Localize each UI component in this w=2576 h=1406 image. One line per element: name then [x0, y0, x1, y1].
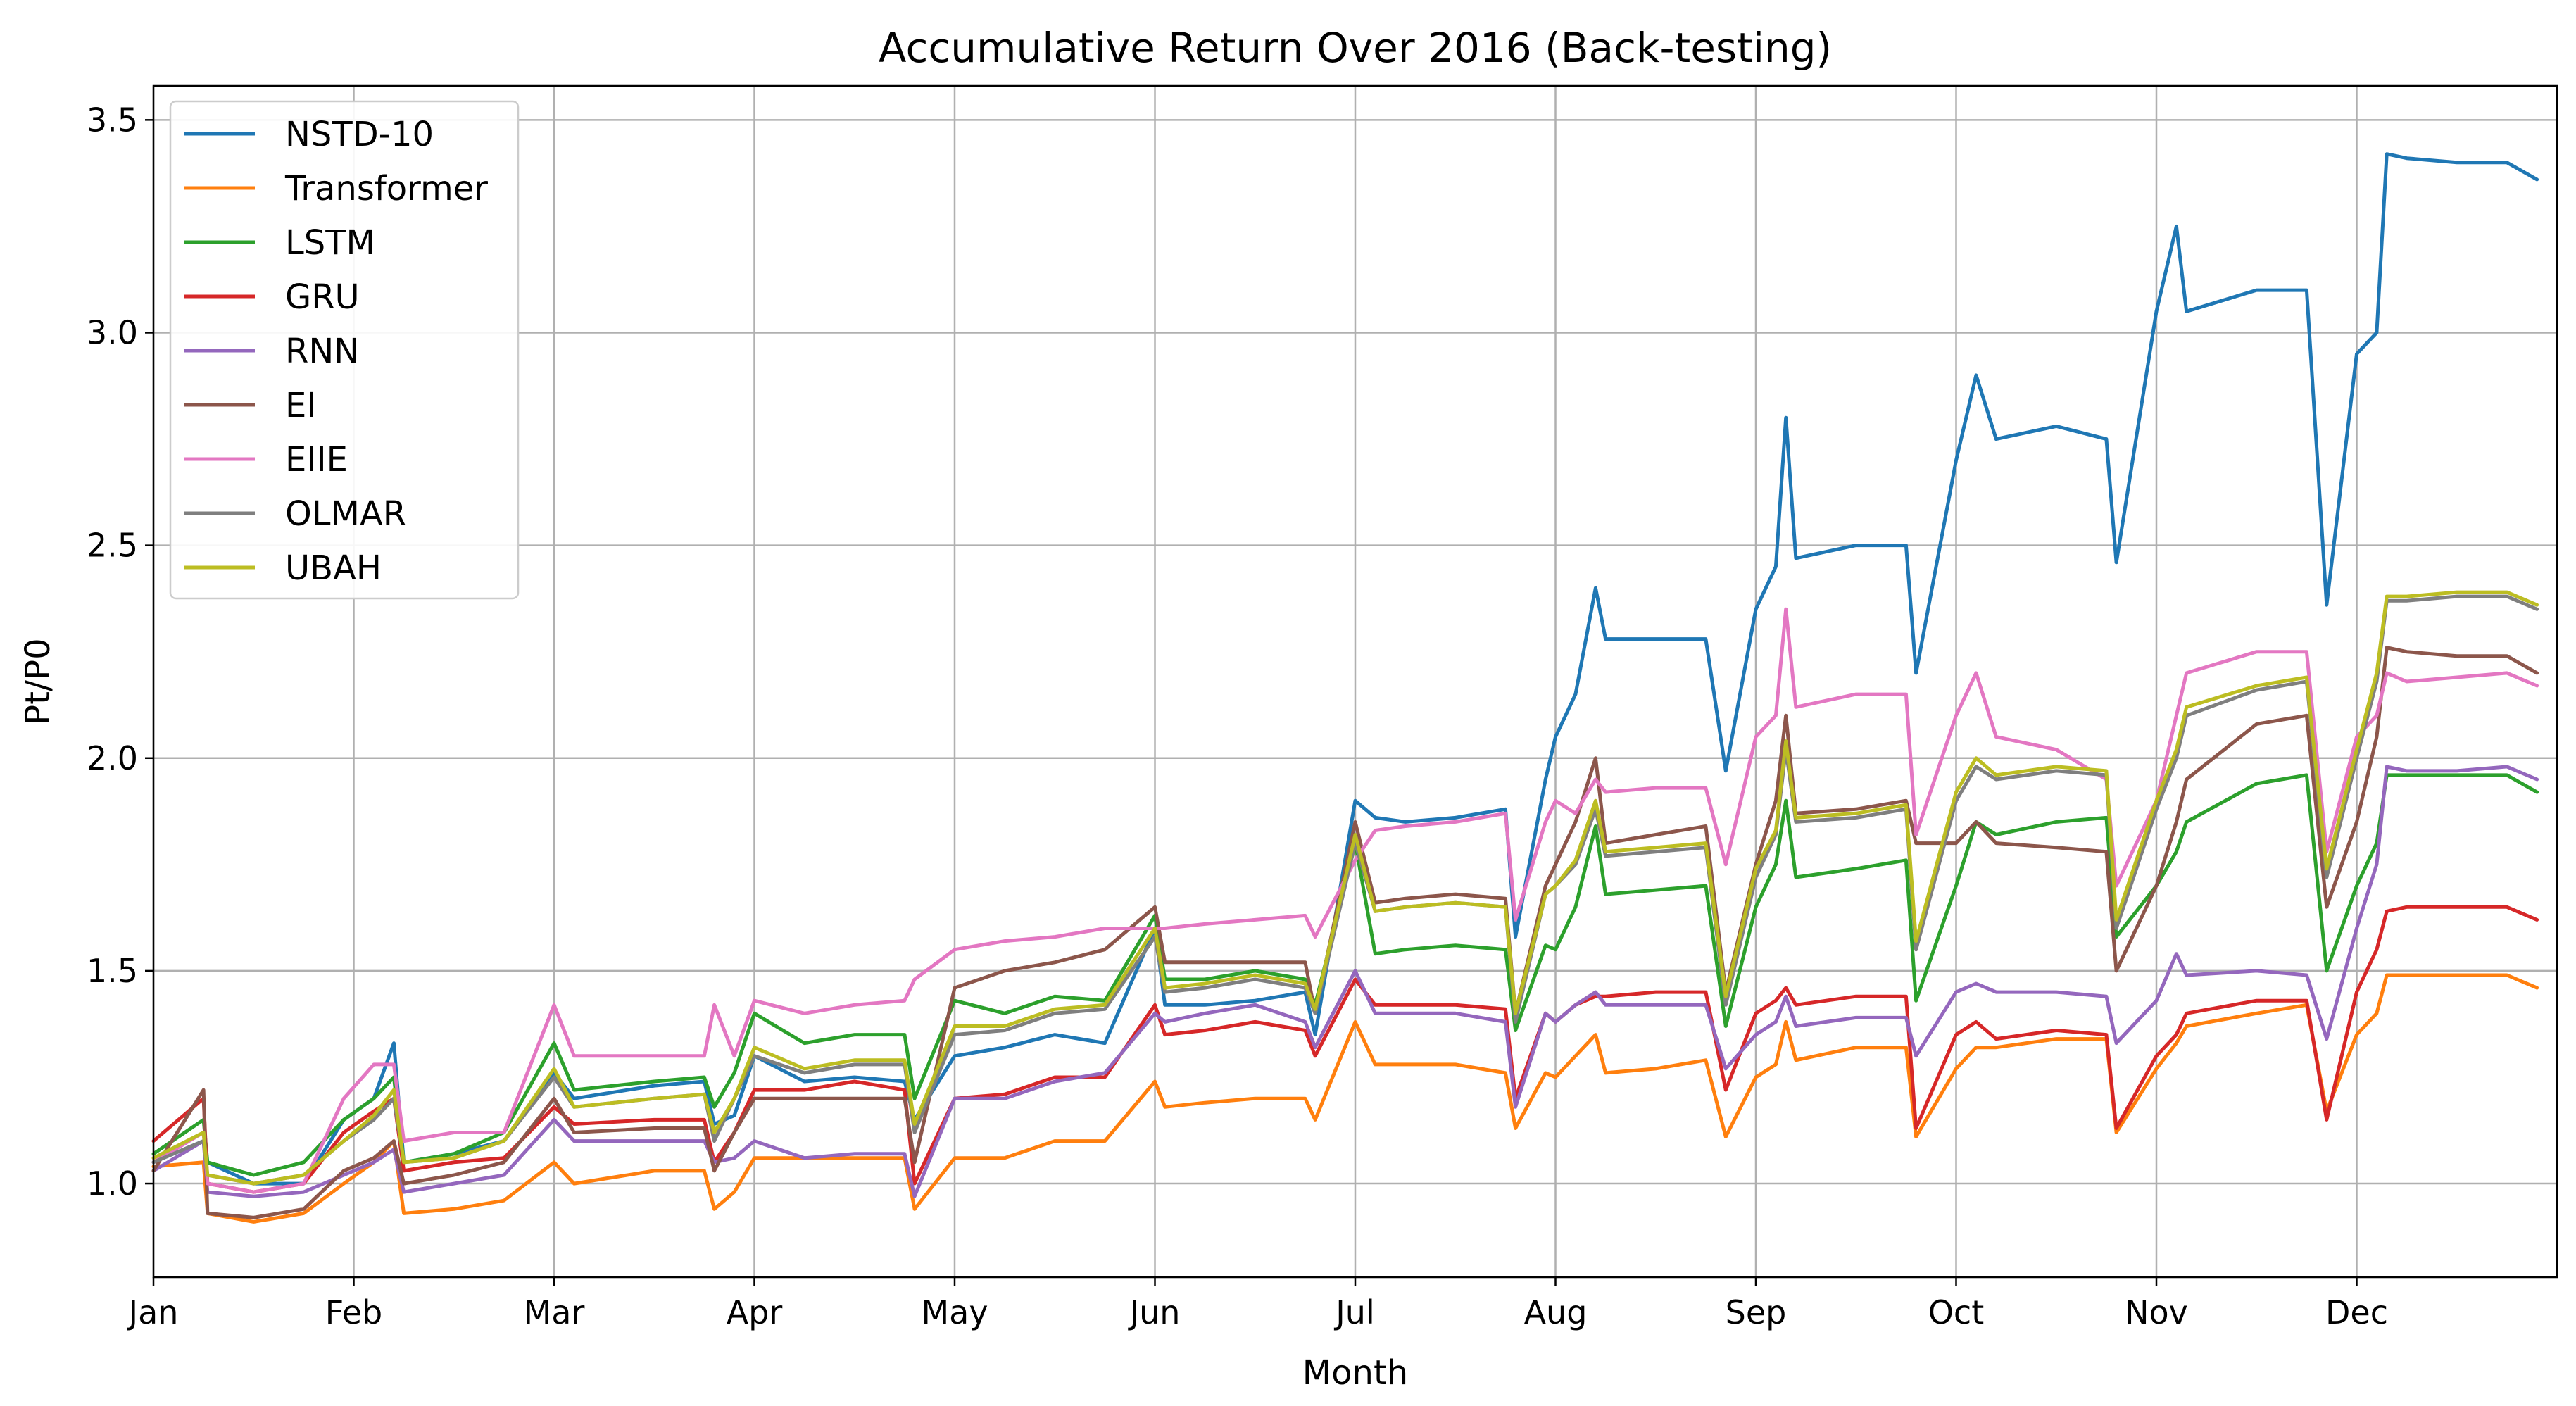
x-tick-label: Jul [1333, 1293, 1375, 1331]
legend-label-transformer: Transformer [284, 169, 488, 208]
x-tick-label: May [921, 1293, 988, 1331]
x-tick-label: Jan [127, 1293, 179, 1331]
legend-label-nstd-10: NSTD-10 [285, 115, 434, 154]
y-axis-label: Pt/P0 [18, 638, 58, 724]
x-tick-label: Sep [1726, 1293, 1787, 1331]
legend-label-lstm: LSTM [285, 223, 375, 263]
x-tick-label: Apr [727, 1293, 783, 1331]
x-tick-label: Dec [2325, 1293, 2388, 1331]
series-line-eiie [151, 607, 2539, 1194]
series-line-transformer [151, 973, 2539, 1224]
x-tick-label: Oct [1928, 1293, 1985, 1331]
x-tick-label: Aug [1524, 1293, 1588, 1331]
series-line-ei [151, 646, 2539, 1219]
y-tick-label: 1.5 [87, 952, 138, 990]
y-tick-label: 1.0 [87, 1165, 138, 1203]
x-tick-label: Mar [524, 1293, 585, 1331]
legend-label-gru: GRU [285, 277, 360, 317]
x-tick-label: Nov [2125, 1293, 2188, 1331]
x-tick-label: Feb [325, 1293, 382, 1331]
y-tick-label: 2.5 [87, 527, 138, 565]
legend-label-rnn: RNN [285, 332, 359, 371]
series-line-gru [151, 905, 2539, 1194]
y-tick-label: 3.5 [87, 101, 138, 139]
series-line-ubah [151, 590, 2539, 1186]
series-line-nstd-10 [151, 152, 2539, 1186]
series-layer [151, 152, 2539, 1224]
x-tick-label: Jun [1128, 1293, 1181, 1331]
legend: NSTD-10 Transformer LSTM GRU RNN EI EIIE OLMAR U… [169, 100, 520, 600]
x-axis-label: Month [1302, 1353, 1408, 1393]
tick-layer: Jan Feb Mar Apr May Jun Jul Aug Sep Oct Nov Dec 1.0 1… [87, 101, 2388, 1331]
series-line-rnn [151, 765, 2539, 1198]
y-tick-label: 2.0 [87, 739, 138, 777]
chart-title: Accumulative Return Over 2016 (Back-test… [879, 24, 1832, 72]
legend-label-ei: EI [285, 386, 316, 425]
legend-label-ubah: UBAH [285, 548, 382, 588]
legend-label-eiie: EIIE [285, 440, 348, 479]
legend-box [169, 100, 520, 600]
y-tick-label: 3.0 [87, 313, 138, 351]
legend-label-olmar: OLMAR [285, 494, 406, 534]
